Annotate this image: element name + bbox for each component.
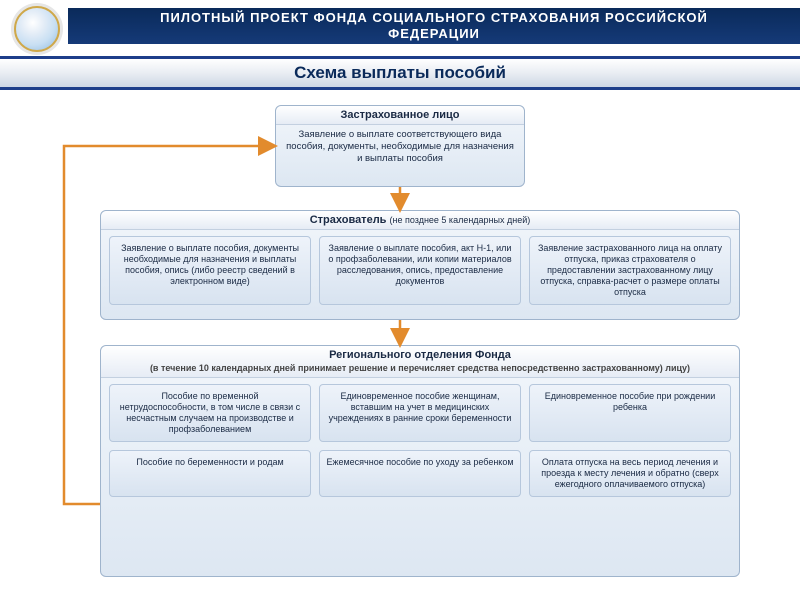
b1-header: Застрахованное лицо [276, 106, 524, 125]
block-insured-person: Застрахованное лицо Заявление о выплате … [275, 105, 525, 187]
header-bar: ПИЛОТНЫЙ ПРОЕКТ ФОНДА СОЦИАЛЬНОГО СТРАХО… [68, 8, 800, 44]
header-line1: ПИЛОТНЫЙ ПРОЕКТ ФОНДА СОЦИАЛЬНОГО СТРАХО… [68, 10, 800, 26]
b2-cell-1: Заявление о выплате пособия, акт Н-1, ил… [319, 236, 521, 305]
header-line2: ФЕДЕРАЦИИ [68, 26, 800, 42]
b3-cell-1: Единовременное пособие женщинам, вставши… [319, 384, 521, 442]
b3-cell-4: Ежемесячное пособие по уходу за ребенком [319, 450, 521, 497]
b3-header: Регионального отделения Фонда (в течение… [101, 346, 739, 378]
b3-cell-5: Оплата отпуска на весь период лечения и … [529, 450, 731, 497]
b3-cells: Пособие по временной нетрудоспособности,… [101, 378, 739, 505]
b2-cell-0: Заявление о выплате пособия, документы н… [109, 236, 311, 305]
b1-body: Заявление о выплате соответствующего вид… [276, 125, 524, 171]
block-regional-fund: Регионального отделения Фонда (в течение… [100, 345, 740, 577]
b3-cell-0: Пособие по временной нетрудоспособности,… [109, 384, 311, 442]
title-band: Схема выплаты пособий [0, 56, 800, 90]
b3-cell-3: Пособие по беременности и родам [109, 450, 311, 497]
b2-header: Страхователь (не позднее 5 календарных д… [101, 211, 739, 230]
block-insurer: Страхователь (не позднее 5 календарных д… [100, 210, 740, 320]
b3-title: Регионального отделения Фонда [107, 349, 733, 361]
b2-cell-2: Заявление застрахованного лица на оплату… [529, 236, 731, 305]
b2-title: Страхователь [310, 214, 387, 226]
page-title: Схема выплаты пособий [294, 63, 506, 82]
logo [14, 6, 60, 52]
b3-sub: (в течение 10 календарных дней принимает… [107, 361, 733, 377]
b2-cells: Заявление о выплате пособия, документы н… [101, 230, 739, 313]
b3-cell-2: Единовременное пособие при рождении ребе… [529, 384, 731, 442]
b2-sub: (не позднее 5 календарных дней) [390, 215, 531, 225]
